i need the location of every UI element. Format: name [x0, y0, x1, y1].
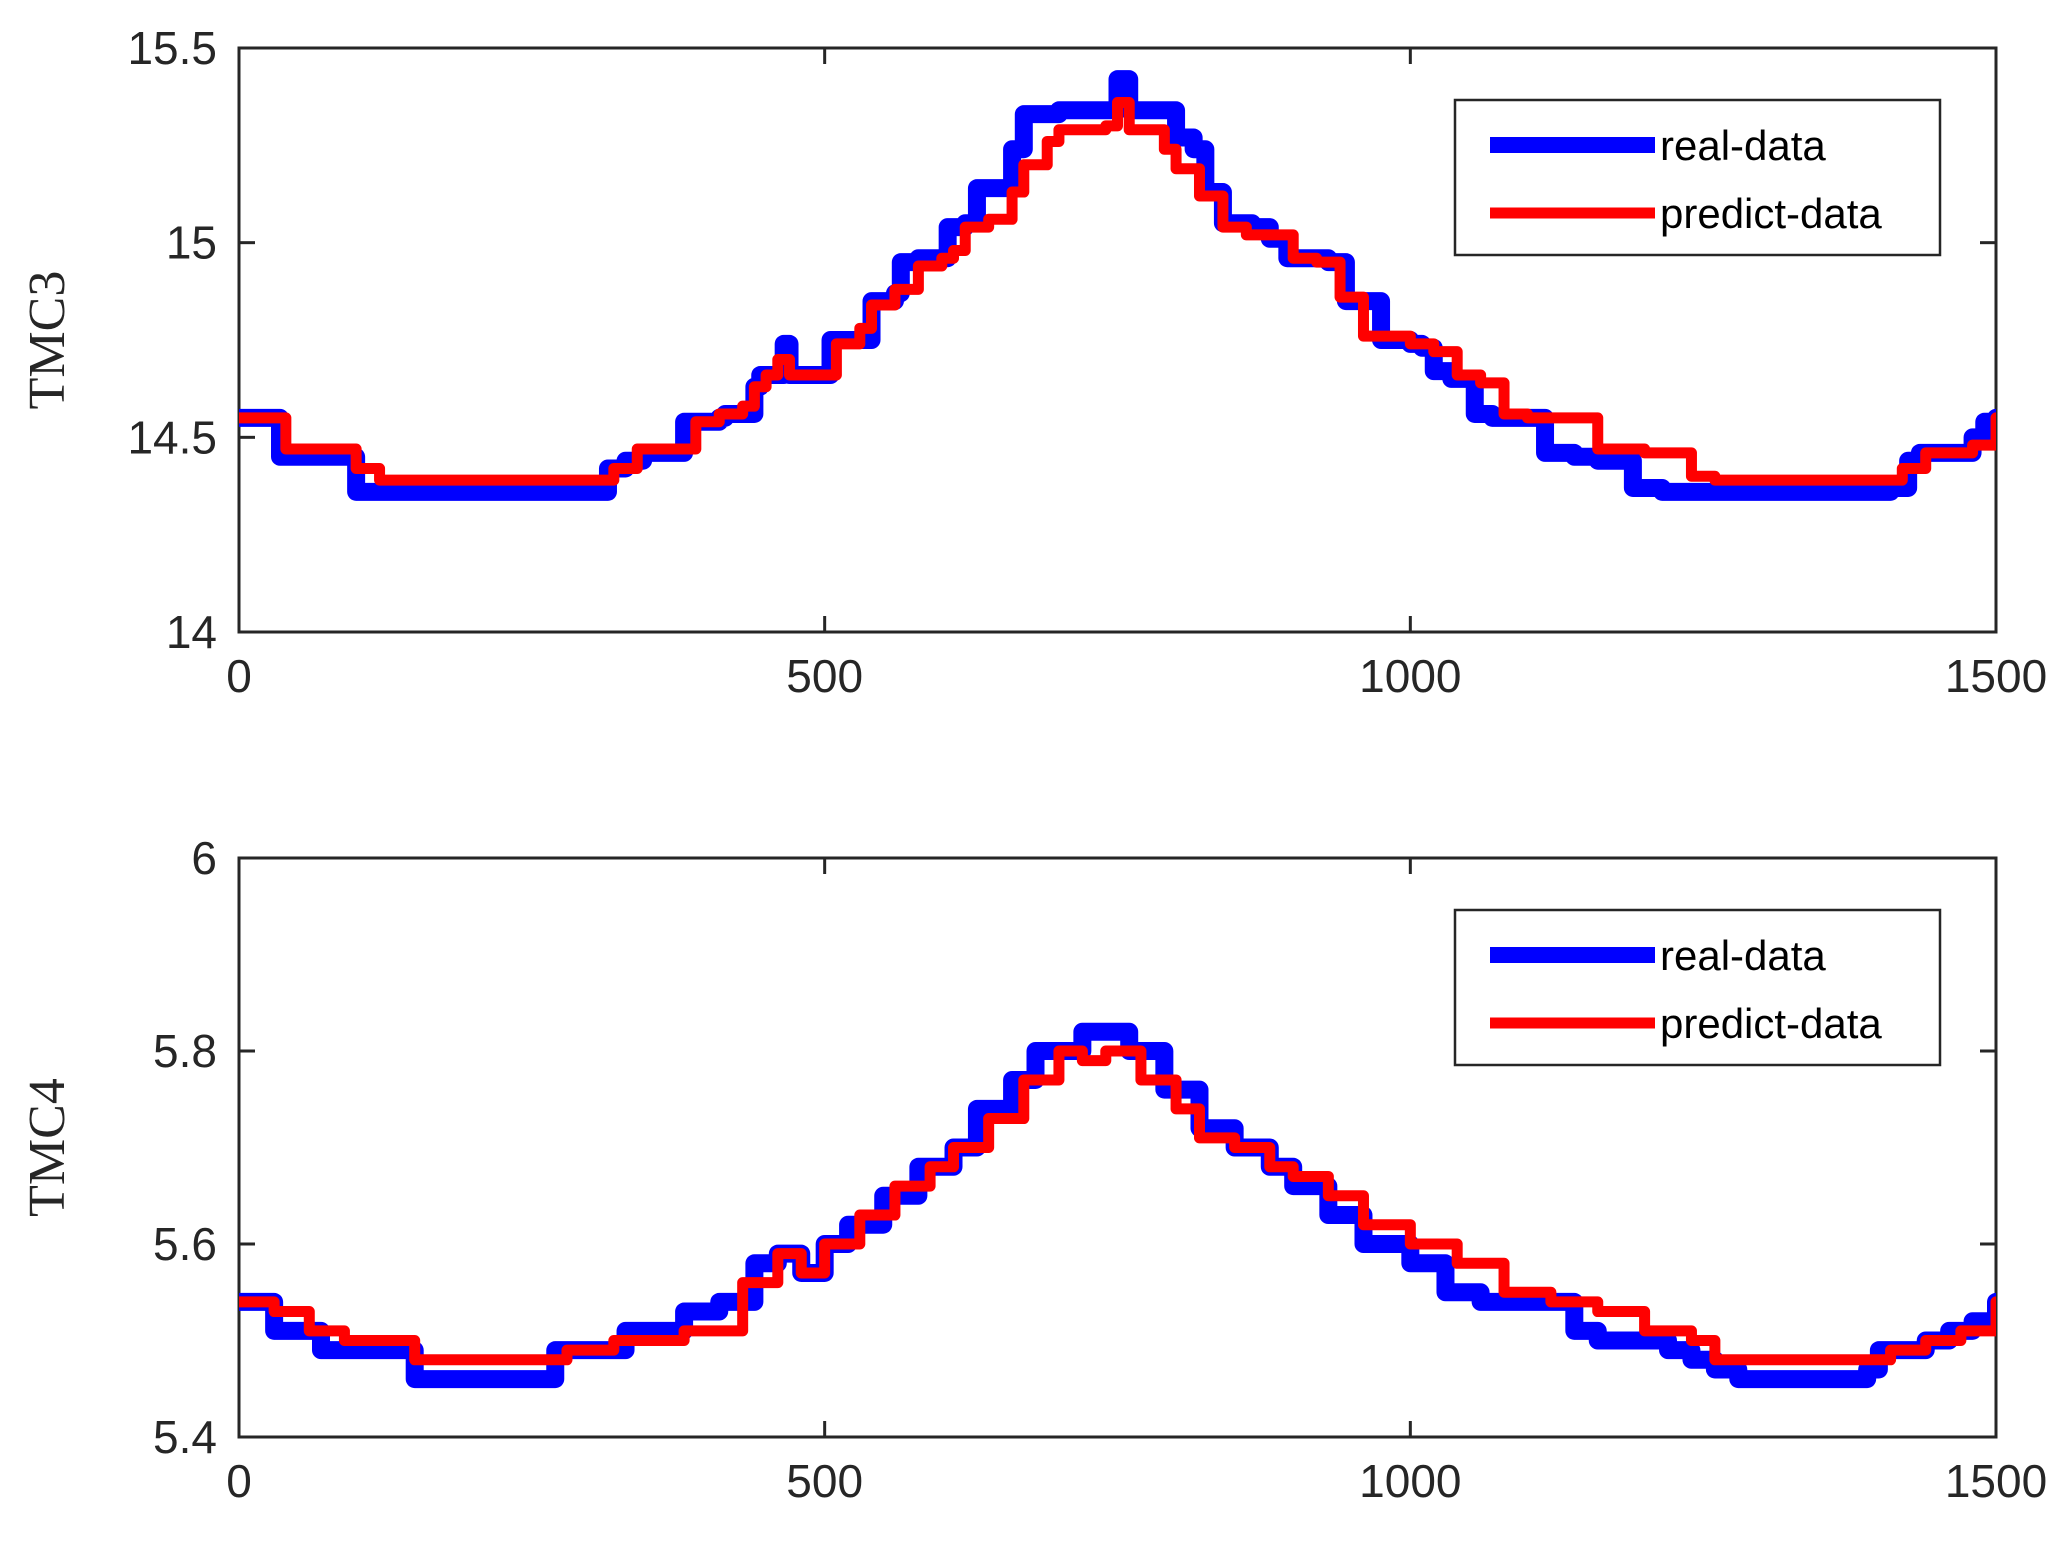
legend-box [1453, 98, 1942, 257]
legend-box [1453, 908, 1942, 1067]
legend-label-real-data: real-data [1660, 932, 1826, 979]
y-tick-label: 5.8 [153, 1025, 217, 1077]
x-tick-label: 1000 [1359, 650, 1461, 702]
series-line-predict-data [239, 97, 1996, 486]
x-tick-label: 1500 [1945, 1455, 2047, 1507]
x-tick-label: 500 [786, 650, 863, 702]
y-axis-label: TMC4 [19, 1078, 76, 1217]
y-tick-label: 5.6 [153, 1218, 217, 1270]
legend: real-data predict-data [1453, 908, 1942, 1067]
legend: real-data predict-data [1453, 98, 1942, 257]
y-tick-label: 6 [191, 832, 217, 884]
legend-label-real-data: real-data [1660, 122, 1826, 169]
y-tick-label: 15 [166, 217, 217, 269]
x-tick-label: 0 [226, 1455, 252, 1507]
series-line-real-data [239, 1022, 1996, 1389]
y-tick-label: 14.5 [127, 411, 217, 463]
legend-label-predict-data: predict-data [1660, 1000, 1882, 1047]
x-tick-label: 1000 [1359, 1455, 1461, 1507]
series-line-predict-data [239, 1045, 1996, 1366]
tmc3-subplot: 0 500 1000 1500 14 14.5 15 15.5 TMC3 real-data pre… [19, 22, 2047, 702]
y-tick-label: 14 [166, 606, 217, 658]
y-tick-label: 15.5 [127, 22, 217, 74]
tmc4-subplot: 0 500 1000 1500 5.4 5.6 5.8 6 TMC4 real-data predi… [19, 832, 2047, 1507]
y-tick-label: 5.4 [153, 1411, 217, 1463]
legend-label-predict-data: predict-data [1660, 190, 1882, 237]
x-tick-label: 1500 [1945, 650, 2047, 702]
y-axis-label: TMC3 [19, 271, 76, 410]
x-tick-label: 0 [226, 650, 252, 702]
x-tick-label: 500 [786, 1455, 863, 1507]
